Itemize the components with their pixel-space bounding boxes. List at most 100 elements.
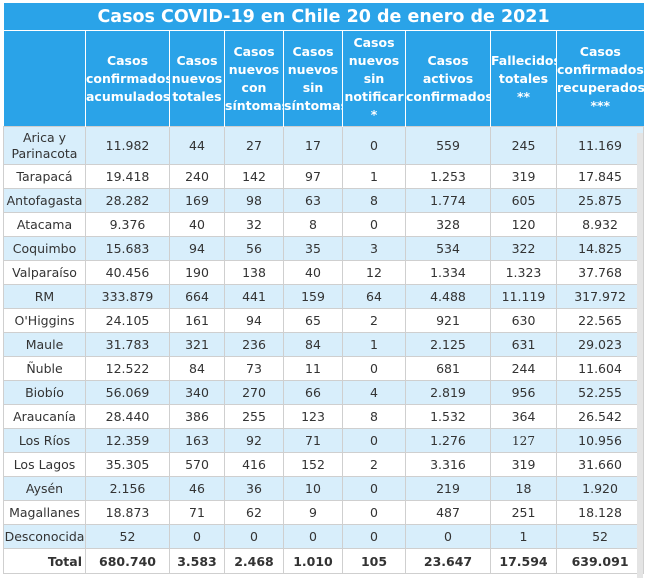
value-cell: 11.982 [85,126,170,165]
value-cell: 605 [490,188,557,213]
table-row: Araucanía 28.440 386 255 123 8 1.532 364 26.542 [3,404,645,429]
value-cell: 681 [405,356,491,381]
value-cell: 2 [342,308,406,333]
table-row: Los Ríos 12.359 163 92 71 0 1.276 127 10.956 [3,428,645,453]
value-cell: 340 [169,380,225,405]
value-cell: 52.255 [555,380,645,405]
value-cell: 94 [224,308,284,333]
value-cell: 12 [342,260,406,285]
value-cell: 24.105 [85,308,170,333]
value-cell: 52 [555,524,645,549]
value-cell: 255 [224,404,284,429]
value-cell: 245 [490,126,557,165]
value-cell: 631 [490,332,557,357]
column-header: Casos activos confirmados [405,30,491,127]
value-cell: 31.783 [85,332,170,357]
value-cell: 0 [342,126,406,165]
value-cell: 1 [490,524,557,549]
value-cell: 73 [224,356,284,381]
value-cell: 2.819 [405,380,491,405]
table-row: Arica y Parinacota 11.982 44 27 17 0 559 245 11.1… [3,126,645,165]
value-cell: 270 [224,380,284,405]
region-cell: Araucanía [3,404,86,429]
total-value: 2.468 [224,548,284,574]
value-cell: 328 [405,212,491,237]
value-cell: 487 [405,500,491,525]
value-cell: 92 [224,428,284,453]
table-row: Los Lagos 35.305 570 416 152 2 3.316 319 31.660 [3,452,645,477]
table-row: Desconocida 52 0 0 0 0 0 1 52 [3,524,645,549]
value-cell: 29.023 [555,332,645,357]
region-cell: Atacama [3,212,86,237]
value-cell: 10 [283,476,343,501]
value-cell: 1 [342,164,406,189]
total-value: 17.594 [490,548,557,574]
column-header: Fallecidos totales ** [490,30,557,127]
value-cell: 127 [490,428,557,453]
value-cell: 17 [283,126,343,165]
header-row: Casos confirmados acumulados Casos nuevos tot… [3,30,644,127]
value-cell: 0 [342,428,406,453]
value-cell: 26.542 [555,404,645,429]
region-cell: O'Higgins [3,308,86,333]
value-cell: 22.565 [555,308,645,333]
value-cell: 0 [342,500,406,525]
table-row: Antofagasta 28.282 169 98 63 8 1.774 605 25.875 [3,188,645,213]
value-cell: 37.768 [555,260,645,285]
value-cell: 27 [224,126,284,165]
column-header: Casos nuevos con síntomas [224,30,284,127]
value-cell: 1 [342,332,406,357]
value-cell: 11 [283,356,343,381]
value-cell: 14.825 [555,236,645,261]
region-cell: Aysén [3,476,86,501]
value-cell: 9 [283,500,343,525]
table-row: O'Higgins 24.105 161 94 65 2 921 630 22.565 [3,308,645,333]
table-row: Magallanes 18.873 71 62 9 0 487 251 18.128 [3,500,645,525]
value-cell: 1.774 [405,188,491,213]
value-cell: 97 [283,164,343,189]
value-cell: 244 [490,356,557,381]
total-value: 639.091 [555,548,645,574]
value-cell: 152 [283,452,343,477]
value-cell: 35 [283,236,343,261]
value-cell: 159 [283,284,343,309]
table-row: Ñuble 12.522 84 73 11 0 681 244 11.604 [3,356,645,381]
value-cell: 169 [169,188,225,213]
value-cell: 40.456 [85,260,170,285]
value-cell: 28.282 [85,188,170,213]
scrollbar-track[interactable] [637,133,643,578]
value-cell: 1.276 [405,428,491,453]
region-cell: Maule [3,332,86,357]
value-cell: 98 [224,188,284,213]
value-cell: 71 [169,500,225,525]
region-cell: Ñuble [3,356,86,381]
value-cell: 18.873 [85,500,170,525]
value-cell: 8 [283,212,343,237]
value-cell: 56 [224,236,284,261]
region-cell: Los Lagos [3,452,86,477]
value-cell: 3.316 [405,452,491,477]
value-cell: 319 [490,164,557,189]
value-cell: 0 [342,356,406,381]
value-cell: 0 [342,476,406,501]
value-cell: 956 [490,380,557,405]
total-value: 3.583 [169,548,225,574]
value-cell: 251 [490,500,557,525]
region-cell: Los Ríos [3,428,86,453]
value-cell: 0 [342,212,406,237]
value-cell: 28.440 [85,404,170,429]
value-cell: 559 [405,126,491,165]
value-cell: 0 [283,524,343,549]
region-cell: Valparaíso [3,260,86,285]
region-cell: Coquimbo [3,236,86,261]
value-cell: 1.323 [490,260,557,285]
value-cell: 31.660 [555,452,645,477]
column-header: Casos nuevos totales [169,30,225,127]
region-cell: Tarapacá [3,164,86,189]
total-value: 1.010 [283,548,343,574]
value-cell: 44 [169,126,225,165]
value-cell: 36 [224,476,284,501]
region-cell: Desconocida [3,524,86,549]
value-cell: 8 [342,188,406,213]
value-cell: 319 [490,452,557,477]
